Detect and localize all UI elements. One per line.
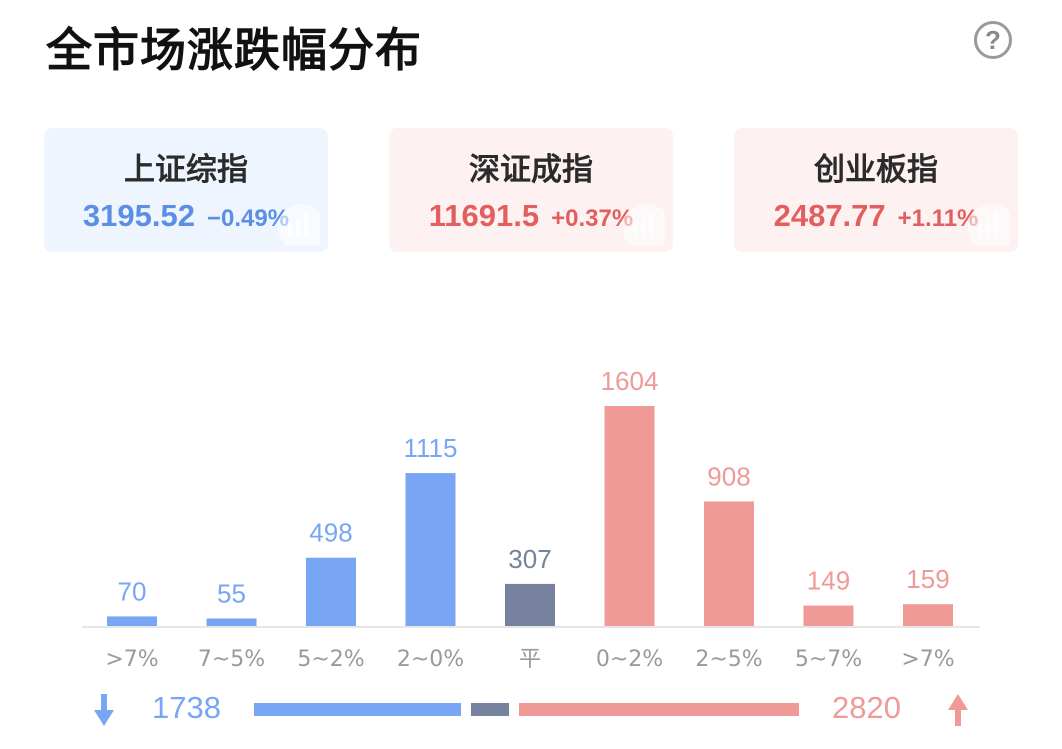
down-ratio-bar <box>254 703 461 716</box>
trend-watermark-icon <box>278 204 320 246</box>
index-card-chinext[interactable]: 创业板指 2487.77 +1.11% <box>734 128 1018 252</box>
bar-value-label: 159 <box>906 564 949 594</box>
bar-up-8[interactable] <box>903 604 953 626</box>
category-label: 5~2% <box>297 647 364 670</box>
flat-ratio-bar <box>471 703 509 716</box>
index-quote: 2487.77 +1.11% <box>734 198 1018 234</box>
distribution-chart: 70 >7% 55 7~5% 498 5~2% 1115 2~0% 307 平 1604 0~2% 90… <box>82 366 980 670</box>
trend-watermark-icon <box>968 204 1010 246</box>
bar-down-2[interactable] <box>306 557 356 626</box>
category-label: 平 <box>519 647 541 670</box>
bar-value-label: 70 <box>118 576 147 606</box>
index-quote: 11691.5 +0.37% <box>389 198 673 234</box>
index-change: +1.11% <box>897 205 979 232</box>
index-card-sse[interactable]: 上证综指 3195.52 −0.49% <box>44 128 328 252</box>
category-label: >7% <box>901 647 954 670</box>
category-label: 5~7% <box>795 647 862 670</box>
arrow-down-icon <box>94 694 114 726</box>
arrow-up-icon <box>948 694 968 726</box>
bar-up-7[interactable] <box>803 605 854 626</box>
bar-down-0[interactable] <box>107 616 157 626</box>
category-label: >7% <box>105 647 158 670</box>
up-total: 2820 <box>832 690 901 725</box>
bar-down-1[interactable] <box>206 618 257 626</box>
index-change: −0.49% <box>206 205 290 232</box>
index-name: 创业板指 <box>814 152 938 188</box>
bar-up-5[interactable] <box>604 406 655 626</box>
bar-value-label: 1604 <box>601 366 659 396</box>
page-title: 全市场涨跌幅分布 <box>46 23 422 77</box>
index-value: 2487.77 <box>773 198 886 233</box>
index-card-szse[interactable]: 深证成指 11691.5 +0.37% <box>389 128 673 252</box>
bar-up-6[interactable] <box>704 501 754 626</box>
index-change: +0.37% <box>551 205 634 232</box>
category-label: 0~2% <box>596 647 663 670</box>
index-value: 11691.5 <box>428 198 540 233</box>
index-value: 3195.52 <box>82 198 195 233</box>
category-label: 7~5% <box>198 647 265 670</box>
index-quote: 3195.52 −0.49% <box>44 198 328 234</box>
category-label: 2~5% <box>695 647 762 670</box>
down-total: 1738 <box>152 690 221 725</box>
index-name: 上证综指 <box>124 152 248 188</box>
bar-value-label: 498 <box>309 518 352 548</box>
category-label: 2~0% <box>397 647 464 670</box>
bar-value-label: 1115 <box>404 433 458 463</box>
index-name: 深证成指 <box>469 152 593 188</box>
up-ratio-bar <box>519 703 799 716</box>
bar-value-label: 307 <box>508 544 551 574</box>
bar-value-label: 149 <box>807 566 850 596</box>
bar-value-label: 908 <box>707 461 750 491</box>
bar-value-label: 55 <box>217 578 246 608</box>
trend-watermark-icon <box>623 204 665 246</box>
bar-down-3[interactable] <box>405 473 456 626</box>
bar-flat-4[interactable] <box>505 583 555 626</box>
help-icon[interactable]: ? <box>974 21 1012 59</box>
